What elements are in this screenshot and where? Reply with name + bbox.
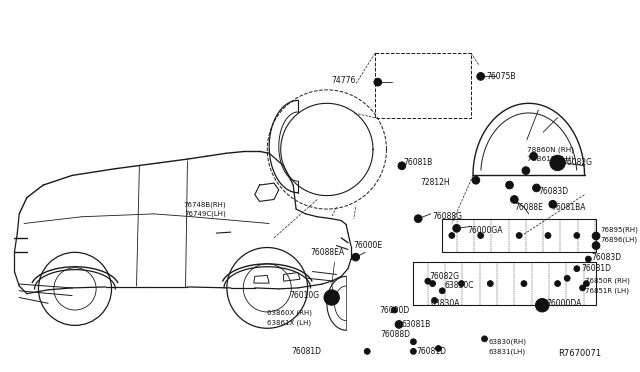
Circle shape	[532, 184, 540, 192]
Text: 74776: 74776	[332, 76, 356, 85]
Circle shape	[530, 153, 538, 160]
Circle shape	[429, 281, 435, 286]
Circle shape	[564, 275, 570, 281]
Circle shape	[521, 281, 527, 286]
Circle shape	[538, 301, 546, 309]
Text: 76081D: 76081D	[416, 347, 446, 356]
Circle shape	[410, 349, 416, 354]
Circle shape	[553, 158, 563, 168]
Text: 76083D: 76083D	[591, 253, 621, 262]
Text: 76000DA: 76000DA	[546, 299, 581, 308]
Circle shape	[536, 298, 549, 312]
Text: 76895(RH): 76895(RH)	[601, 227, 639, 234]
Circle shape	[506, 181, 513, 189]
Circle shape	[327, 293, 337, 302]
Text: 76850R (RH): 76850R (RH)	[584, 278, 629, 285]
Circle shape	[398, 162, 406, 170]
Circle shape	[592, 242, 600, 250]
Circle shape	[449, 232, 455, 238]
Text: R7670071: R7670071	[557, 349, 601, 358]
Circle shape	[453, 224, 461, 232]
Text: 63861X (LH): 63861X (LH)	[268, 319, 312, 326]
Circle shape	[580, 285, 586, 291]
Circle shape	[488, 281, 493, 286]
Text: 76088E: 76088E	[515, 203, 543, 212]
Circle shape	[364, 349, 370, 354]
Circle shape	[522, 167, 530, 174]
Circle shape	[574, 232, 580, 238]
Text: 76081D: 76081D	[291, 347, 321, 356]
Circle shape	[439, 288, 445, 294]
Text: 63081B: 63081B	[402, 320, 431, 329]
Circle shape	[414, 215, 422, 222]
Text: 63830C: 63830C	[444, 282, 474, 291]
Circle shape	[574, 266, 580, 272]
Text: 63860X (RH): 63860X (RH)	[268, 310, 312, 316]
Circle shape	[395, 321, 403, 328]
Circle shape	[477, 73, 484, 80]
Text: 76082G: 76082G	[563, 158, 593, 167]
Circle shape	[586, 256, 591, 262]
Text: 76000D: 76000D	[380, 305, 410, 314]
Text: 76083D: 76083D	[538, 187, 568, 196]
Text: 76000GA: 76000GA	[467, 226, 503, 235]
Circle shape	[459, 281, 465, 286]
Circle shape	[391, 307, 397, 313]
Text: 78860N (RH): 78860N (RH)	[527, 146, 574, 153]
Circle shape	[549, 201, 557, 208]
Circle shape	[324, 290, 339, 305]
Text: 76088D: 76088D	[381, 330, 411, 339]
Text: 76749C(LH): 76749C(LH)	[184, 211, 226, 217]
Text: 76081D: 76081D	[582, 264, 612, 273]
Text: 76000E: 76000E	[353, 241, 383, 250]
Text: 63830A: 63830A	[431, 299, 460, 308]
Circle shape	[545, 232, 551, 238]
Text: 76082G: 76082G	[429, 272, 460, 281]
Circle shape	[431, 298, 437, 303]
Circle shape	[555, 281, 561, 286]
Text: 63831(LH): 63831(LH)	[488, 348, 525, 355]
Text: 76081BA: 76081BA	[551, 203, 586, 212]
Circle shape	[374, 78, 381, 86]
Circle shape	[482, 336, 488, 342]
Text: 76748B(RH): 76748B(RH)	[183, 201, 226, 208]
Text: 76081B: 76081B	[404, 158, 433, 167]
Text: 63830(RH): 63830(RH)	[488, 339, 526, 345]
Circle shape	[584, 281, 589, 286]
Circle shape	[550, 155, 565, 171]
Circle shape	[511, 196, 518, 203]
Text: 76851R (LH): 76851R (LH)	[584, 288, 628, 294]
Text: 76088EA: 76088EA	[310, 248, 344, 257]
Circle shape	[425, 278, 431, 284]
Circle shape	[592, 232, 600, 240]
Text: 76088G: 76088G	[433, 212, 463, 221]
Circle shape	[472, 176, 480, 184]
Circle shape	[478, 232, 484, 238]
Text: 7BB61N (LH): 7BB61N (LH)	[527, 156, 573, 162]
Text: 76010G: 76010G	[289, 291, 319, 300]
Circle shape	[516, 232, 522, 238]
Circle shape	[435, 346, 441, 352]
Circle shape	[352, 253, 360, 261]
Text: 76896(LH): 76896(LH)	[601, 237, 638, 243]
Circle shape	[410, 339, 416, 344]
Text: 72812H: 72812H	[420, 178, 450, 187]
Text: 76075B: 76075B	[486, 72, 516, 81]
